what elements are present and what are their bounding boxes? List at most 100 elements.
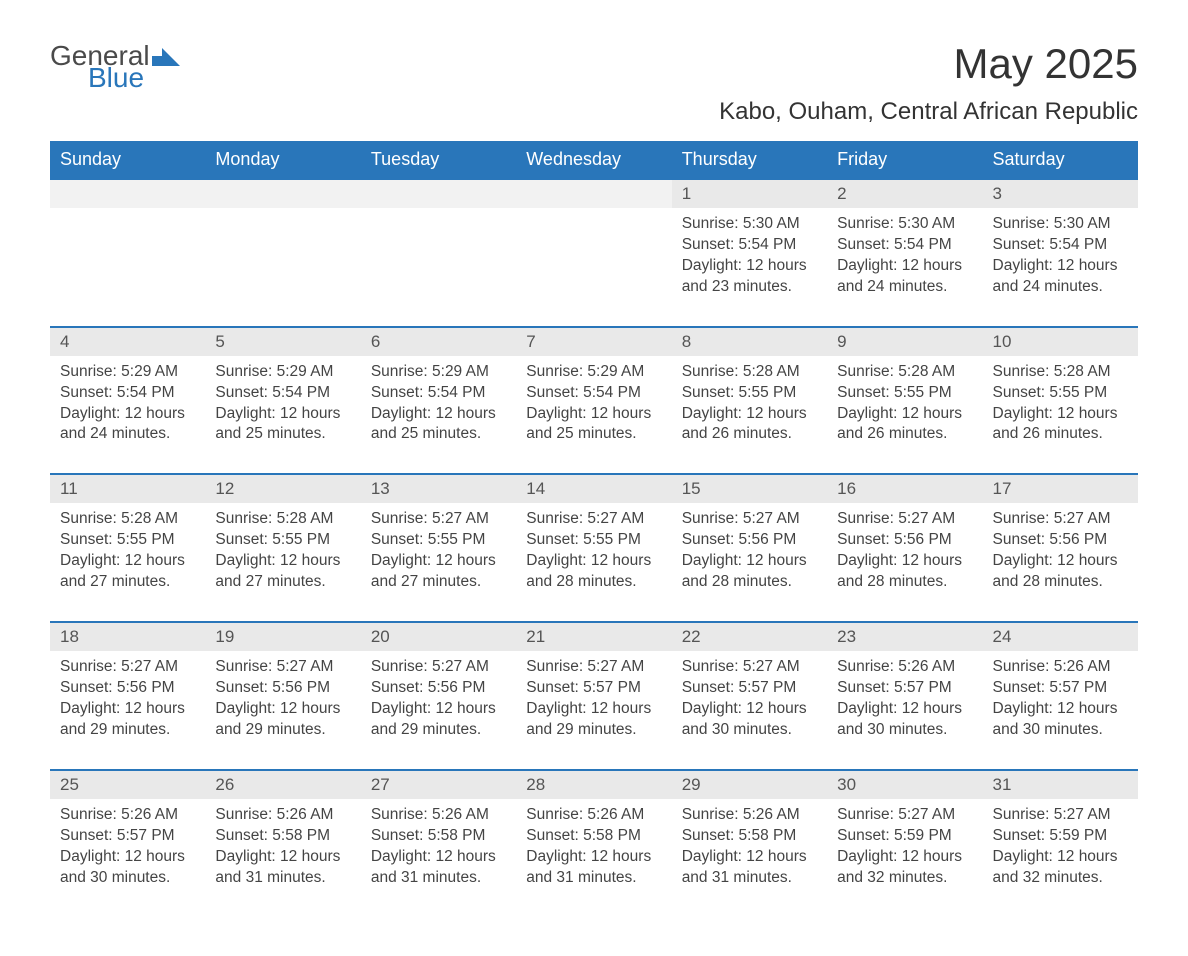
sunrise-text: Sunrise: 5:27 AM — [371, 509, 506, 530]
daylight-text: Daylight: 12 hours and 32 minutes. — [837, 847, 972, 889]
day-number-row: 18192021222324 — [50, 622, 1138, 651]
sunset-text: Sunset: 5:59 PM — [837, 826, 972, 847]
sunset-text: Sunset: 5:57 PM — [526, 678, 661, 699]
sunset-text: Sunset: 5:56 PM — [682, 530, 817, 551]
day-number-cell: 9 — [827, 327, 982, 356]
sunset-text: Sunset: 5:58 PM — [215, 826, 350, 847]
day-content-cell: Sunrise: 5:27 AMSunset: 5:56 PMDaylight:… — [983, 503, 1138, 622]
sunrise-text: Sunrise: 5:30 AM — [682, 214, 817, 235]
sunrise-text: Sunrise: 5:27 AM — [371, 657, 506, 678]
day-content-cell: Sunrise: 5:27 AMSunset: 5:56 PMDaylight:… — [50, 651, 205, 770]
day-number-cell: 3 — [983, 179, 1138, 208]
daylight-text: Daylight: 12 hours and 28 minutes. — [682, 551, 817, 593]
daylight-text: Daylight: 12 hours and 29 minutes. — [60, 699, 195, 741]
day-header: Monday — [205, 141, 360, 179]
day-content-cell: Sunrise: 5:30 AMSunset: 5:54 PMDaylight:… — [672, 208, 827, 327]
day-number-cell: 12 — [205, 474, 360, 503]
day-content-cell: Sunrise: 5:30 AMSunset: 5:54 PMDaylight:… — [983, 208, 1138, 327]
sunrise-text: Sunrise: 5:26 AM — [682, 805, 817, 826]
day-number-row: 25262728293031 — [50, 770, 1138, 799]
day-content-cell: Sunrise: 5:26 AMSunset: 5:58 PMDaylight:… — [205, 799, 360, 917]
sunrise-text: Sunrise: 5:26 AM — [526, 805, 661, 826]
sunset-text: Sunset: 5:54 PM — [526, 383, 661, 404]
daylight-text: Daylight: 12 hours and 26 minutes. — [993, 404, 1128, 446]
sunset-text: Sunset: 5:58 PM — [682, 826, 817, 847]
sunrise-text: Sunrise: 5:26 AM — [60, 805, 195, 826]
daylight-text: Daylight: 12 hours and 23 minutes. — [682, 256, 817, 298]
sunset-text: Sunset: 5:55 PM — [993, 383, 1128, 404]
sunrise-text: Sunrise: 5:27 AM — [837, 805, 972, 826]
day-number-cell — [205, 179, 360, 208]
day-number-row: 45678910 — [50, 327, 1138, 356]
daylight-text: Daylight: 12 hours and 25 minutes. — [371, 404, 506, 446]
sunrise-text: Sunrise: 5:27 AM — [993, 509, 1128, 530]
sunset-text: Sunset: 5:56 PM — [837, 530, 972, 551]
sunrise-text: Sunrise: 5:27 AM — [682, 509, 817, 530]
day-number-cell: 27 — [361, 770, 516, 799]
day-number-cell — [50, 179, 205, 208]
sunset-text: Sunset: 5:55 PM — [526, 530, 661, 551]
day-content-cell: Sunrise: 5:26 AMSunset: 5:58 PMDaylight:… — [361, 799, 516, 917]
day-number-cell: 15 — [672, 474, 827, 503]
day-header: Friday — [827, 141, 982, 179]
sunset-text: Sunset: 5:54 PM — [993, 235, 1128, 256]
sunrise-text: Sunrise: 5:27 AM — [837, 509, 972, 530]
page-title: May 2025 — [954, 40, 1138, 88]
day-number-cell: 21 — [516, 622, 671, 651]
sunrise-text: Sunrise: 5:26 AM — [993, 657, 1128, 678]
sunrise-text: Sunrise: 5:27 AM — [682, 657, 817, 678]
sunset-text: Sunset: 5:55 PM — [682, 383, 817, 404]
day-content-cell: Sunrise: 5:29 AMSunset: 5:54 PMDaylight:… — [361, 356, 516, 475]
sunrise-text: Sunrise: 5:27 AM — [526, 657, 661, 678]
day-number-cell: 8 — [672, 327, 827, 356]
day-number-cell: 19 — [205, 622, 360, 651]
sunset-text: Sunset: 5:58 PM — [371, 826, 506, 847]
daylight-text: Daylight: 12 hours and 31 minutes. — [215, 847, 350, 889]
sunrise-text: Sunrise: 5:26 AM — [215, 805, 350, 826]
sunrise-text: Sunrise: 5:28 AM — [215, 509, 350, 530]
day-content-cell: Sunrise: 5:27 AMSunset: 5:56 PMDaylight:… — [361, 651, 516, 770]
day-content-cell: Sunrise: 5:28 AMSunset: 5:55 PMDaylight:… — [983, 356, 1138, 475]
day-number-cell: 29 — [672, 770, 827, 799]
day-content-cell: Sunrise: 5:27 AMSunset: 5:55 PMDaylight:… — [361, 503, 516, 622]
sunset-text: Sunset: 5:55 PM — [371, 530, 506, 551]
day-header: Sunday — [50, 141, 205, 179]
day-header: Wednesday — [516, 141, 671, 179]
sunset-text: Sunset: 5:57 PM — [837, 678, 972, 699]
sunset-text: Sunset: 5:54 PM — [371, 383, 506, 404]
day-number-cell: 18 — [50, 622, 205, 651]
day-header: Saturday — [983, 141, 1138, 179]
day-number-cell: 6 — [361, 327, 516, 356]
daylight-text: Daylight: 12 hours and 26 minutes. — [682, 404, 817, 446]
day-header-row: Sunday Monday Tuesday Wednesday Thursday… — [50, 141, 1138, 179]
day-content-cell: Sunrise: 5:30 AMSunset: 5:54 PMDaylight:… — [827, 208, 982, 327]
sunrise-text: Sunrise: 5:29 AM — [371, 362, 506, 383]
daylight-text: Daylight: 12 hours and 27 minutes. — [215, 551, 350, 593]
day-content-cell — [50, 208, 205, 327]
day-content-cell — [516, 208, 671, 327]
sunset-text: Sunset: 5:56 PM — [993, 530, 1128, 551]
day-content-cell: Sunrise: 5:27 AMSunset: 5:56 PMDaylight:… — [827, 503, 982, 622]
sunset-text: Sunset: 5:55 PM — [837, 383, 972, 404]
day-number-cell: 16 — [827, 474, 982, 503]
daylight-text: Daylight: 12 hours and 28 minutes. — [993, 551, 1128, 593]
sunrise-text: Sunrise: 5:30 AM — [837, 214, 972, 235]
daylight-text: Daylight: 12 hours and 31 minutes. — [371, 847, 506, 889]
daylight-text: Daylight: 12 hours and 28 minutes. — [837, 551, 972, 593]
sunrise-text: Sunrise: 5:29 AM — [215, 362, 350, 383]
day-content-cell: Sunrise: 5:27 AMSunset: 5:57 PMDaylight:… — [516, 651, 671, 770]
sunset-text: Sunset: 5:59 PM — [993, 826, 1128, 847]
logo: General Blue — [50, 40, 180, 94]
daylight-text: Daylight: 12 hours and 30 minutes. — [993, 699, 1128, 741]
sunrise-text: Sunrise: 5:28 AM — [837, 362, 972, 383]
day-content-cell: Sunrise: 5:28 AMSunset: 5:55 PMDaylight:… — [672, 356, 827, 475]
sunset-text: Sunset: 5:57 PM — [60, 826, 195, 847]
daylight-text: Daylight: 12 hours and 27 minutes. — [371, 551, 506, 593]
day-number-cell: 10 — [983, 327, 1138, 356]
sunrise-text: Sunrise: 5:29 AM — [60, 362, 195, 383]
day-number-cell — [361, 179, 516, 208]
daylight-text: Daylight: 12 hours and 25 minutes. — [215, 404, 350, 446]
daylight-text: Daylight: 12 hours and 31 minutes. — [682, 847, 817, 889]
daylight-text: Daylight: 12 hours and 25 minutes. — [526, 404, 661, 446]
sunset-text: Sunset: 5:57 PM — [682, 678, 817, 699]
